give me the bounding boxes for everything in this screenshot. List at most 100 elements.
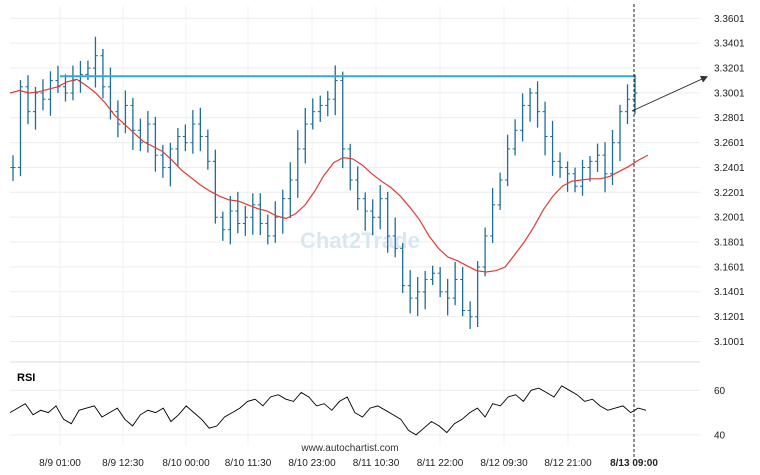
price-bar bbox=[475, 261, 481, 327]
price-tick-label: 3.1001 bbox=[714, 337, 745, 348]
price-bar bbox=[572, 167, 578, 193]
price-bar bbox=[40, 79, 46, 111]
price-bar bbox=[407, 270, 413, 314]
price-bar bbox=[25, 75, 31, 125]
price-bar bbox=[377, 184, 383, 230]
price-bar bbox=[520, 93, 526, 142]
price-bar bbox=[250, 193, 256, 235]
forecast-arrow-head bbox=[700, 75, 708, 83]
price-bar bbox=[70, 65, 76, 101]
price-bar bbox=[362, 192, 368, 231]
price-tick-label: 3.3601 bbox=[714, 14, 745, 25]
price-bar bbox=[565, 161, 571, 192]
price-tick-label: 3.2201 bbox=[714, 188, 745, 199]
price-bar bbox=[595, 143, 601, 172]
price-bar bbox=[280, 189, 286, 234]
price-bar bbox=[17, 80, 23, 177]
price-bar bbox=[310, 98, 316, 130]
price-axis-labels: 3.3601 3.3401 3.3201 3.3001 3.2801 3.2601 3.24… bbox=[714, 14, 745, 348]
forecast-arrow bbox=[631, 76, 707, 112]
price-bar bbox=[602, 142, 608, 193]
price-bar bbox=[400, 243, 406, 293]
watermark: Chat2Trade bbox=[300, 228, 420, 253]
price-tick-label: 3.1601 bbox=[714, 262, 745, 273]
price-tick-label: 3.3001 bbox=[714, 88, 745, 99]
footer-url: www.autochartist.com bbox=[300, 443, 398, 454]
price-bar bbox=[512, 119, 518, 156]
time-tick-label: 8/9 12:30 bbox=[102, 458, 144, 469]
time-tick-label: 8/13 09:00 bbox=[610, 458, 658, 469]
price-bar bbox=[325, 91, 331, 117]
price-bar bbox=[32, 86, 38, 130]
price-bar bbox=[10, 155, 16, 181]
price-bar bbox=[580, 159, 586, 196]
price-bar bbox=[445, 278, 451, 316]
price-bar bbox=[145, 110, 151, 153]
price-bar bbox=[587, 155, 593, 182]
time-tick-label: 8/10 11:30 bbox=[225, 458, 272, 469]
price-bar bbox=[212, 149, 218, 224]
time-axis-labels: 8/9 01:00 8/9 12:30 8/10 00:00 8/10 11:30 8/… bbox=[39, 458, 658, 469]
price-tick-label: 3.1201 bbox=[714, 312, 745, 323]
price-bar bbox=[535, 81, 541, 128]
price-bar bbox=[550, 120, 556, 176]
price-bar bbox=[227, 195, 233, 245]
price-bar bbox=[347, 143, 353, 191]
price-bar bbox=[467, 301, 473, 329]
price-bar bbox=[625, 84, 631, 125]
price-bar bbox=[100, 48, 106, 99]
price-bar bbox=[137, 118, 143, 152]
price-bar bbox=[62, 74, 68, 102]
price-tick-label: 3.3201 bbox=[714, 64, 745, 75]
rsi-axis-labels: 60 40 bbox=[714, 386, 726, 442]
price-bar bbox=[415, 277, 421, 317]
time-tick-label: 8/9 01:00 bbox=[39, 458, 81, 469]
price-bars bbox=[10, 36, 638, 329]
rsi-tick-label: 60 bbox=[714, 386, 726, 397]
price-tick-label: 3.2601 bbox=[714, 138, 745, 149]
price-bar bbox=[332, 65, 338, 116]
time-tick-label: 8/10 00:00 bbox=[162, 458, 210, 469]
price-bar bbox=[452, 261, 458, 306]
price-tick-label: 3.1801 bbox=[714, 238, 745, 249]
price-bar bbox=[490, 188, 496, 243]
price-bar bbox=[272, 201, 278, 243]
price-bar bbox=[295, 130, 301, 198]
time-tick-label: 8/11 22:00 bbox=[417, 458, 464, 469]
price-tick-label: 3.2801 bbox=[714, 113, 745, 124]
price-bar bbox=[190, 110, 196, 154]
moving-average-line bbox=[9, 78, 649, 273]
time-tick-label: 8/12 21:00 bbox=[544, 458, 592, 469]
watermark-text: Chat2Trade bbox=[300, 228, 420, 253]
time-tick-label: 8/12 09:30 bbox=[480, 458, 528, 469]
time-tick-label: 8/11 10:30 bbox=[353, 458, 400, 469]
price-bar bbox=[152, 116, 158, 172]
price-bar bbox=[392, 217, 398, 258]
price-bar bbox=[610, 129, 616, 186]
price-bar bbox=[497, 172, 503, 210]
price-bar bbox=[182, 124, 188, 152]
price-tick-label: 3.2001 bbox=[714, 213, 745, 224]
rsi-title: RSI bbox=[17, 372, 35, 384]
price-bar bbox=[482, 227, 488, 277]
price-tick-label: 3.2401 bbox=[714, 163, 745, 174]
price-bar bbox=[205, 129, 211, 170]
price-tick-label: 3.3401 bbox=[714, 39, 745, 50]
rsi-tick-label: 40 bbox=[714, 430, 726, 441]
price-bar bbox=[355, 166, 361, 211]
price-bar bbox=[542, 101, 548, 156]
price-bar bbox=[370, 199, 376, 236]
price-bar bbox=[505, 134, 511, 187]
price-bar bbox=[302, 107, 308, 164]
price-bar bbox=[317, 95, 323, 122]
price-bar bbox=[617, 104, 623, 162]
price-bar bbox=[557, 152, 563, 178]
price-bar bbox=[385, 191, 391, 253]
price-bar bbox=[527, 87, 533, 122]
price-bar bbox=[430, 265, 436, 285]
price-tick-label: 3.1401 bbox=[714, 287, 745, 298]
price-bar bbox=[422, 271, 428, 310]
price-bar bbox=[160, 144, 166, 178]
price-bar bbox=[340, 71, 346, 169]
